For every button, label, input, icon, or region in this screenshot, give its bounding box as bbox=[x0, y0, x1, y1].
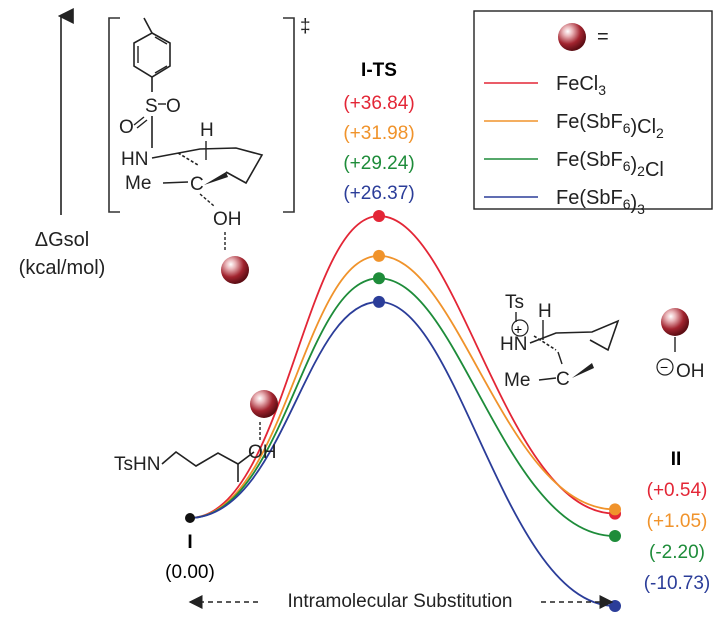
reactant-state-label: I bbox=[187, 532, 192, 553]
product-hydroxide: OH bbox=[676, 361, 705, 382]
x-axis-label: Intramolecular Substitution bbox=[288, 591, 513, 612]
energy-labels: I-TS (+36.84) (+31.98) (+29.24) (+26.37) II (+… bbox=[165, 60, 710, 594]
ts-oxygen-2: O bbox=[119, 117, 134, 138]
y-axis-label-line2: (kcal/mol) bbox=[19, 257, 106, 279]
product-point-3 bbox=[609, 530, 621, 543]
ts-energy-value-1: (+36.84) bbox=[343, 93, 414, 114]
y-axis-label-line1: ΔGsol bbox=[35, 229, 89, 251]
legend-label-1: FeCl3 bbox=[556, 73, 606, 98]
ts-dagger-symbol: ‡ bbox=[300, 16, 311, 37]
legend-label-3: Fe(SbF6)2Cl bbox=[556, 149, 664, 181]
product-methyl: Me bbox=[504, 370, 530, 391]
reactant-structure: TsHN OH bbox=[114, 390, 278, 482]
product-ts-group: Ts bbox=[505, 292, 524, 313]
ts-oxygen-1: O bbox=[166, 96, 181, 117]
product-energy-value-3: (-2.20) bbox=[649, 542, 705, 563]
ts-sulfur: S bbox=[145, 96, 158, 117]
legend-label-2: Fe(SbF6)Cl2 bbox=[556, 111, 664, 141]
ts-point-1 bbox=[373, 210, 385, 222]
reactant-point bbox=[185, 513, 195, 523]
product-state-label: II bbox=[671, 449, 682, 470]
ts-hn-group: HN bbox=[121, 149, 148, 170]
ts-methyl: Me bbox=[125, 173, 151, 194]
legend-equals-sign: = bbox=[597, 26, 609, 48]
ts-point-3 bbox=[373, 272, 385, 285]
ts-energy-value-2: (+31.98) bbox=[343, 123, 414, 144]
state-points bbox=[185, 210, 621, 612]
reactant-energy-value: (0.00) bbox=[165, 562, 215, 583]
product-plus-charge: + bbox=[514, 321, 522, 337]
product-structure: Ts + H HN Me C − OH bbox=[500, 292, 705, 391]
ts-point-2 bbox=[373, 249, 385, 262]
ts-carbon: C bbox=[190, 174, 204, 195]
ts-point-4 bbox=[373, 295, 385, 308]
product-minus-charge: − bbox=[660, 359, 668, 375]
legend-box bbox=[473, 10, 713, 210]
product-carbon: C bbox=[556, 369, 570, 390]
ts-structure: ‡ S O O HN H Me C OH bbox=[108, 16, 311, 284]
legend-label-4: Fe(SbF6)3 bbox=[556, 187, 645, 217]
product-hn-group: HN bbox=[500, 334, 527, 355]
ts-energy-value-4: (+26.37) bbox=[343, 183, 414, 204]
product-hydrogen: H bbox=[538, 301, 552, 322]
ts-state-label: I-TS bbox=[361, 60, 397, 81]
product-fe-ball bbox=[661, 308, 689, 336]
legend: = FeCl3 Fe(SbF6)Cl2 Fe(SbF6)2Cl Fe(SbF6)3 bbox=[473, 10, 713, 217]
product-energy-value-1: (+0.54) bbox=[647, 480, 708, 501]
ts-fe-ball bbox=[221, 256, 249, 284]
reactant-tshn: TsHN bbox=[114, 454, 160, 475]
legend-fe-ball bbox=[558, 23, 586, 51]
product-energy-value-2: (+1.05) bbox=[647, 511, 708, 532]
reactant-fe-ball bbox=[250, 390, 278, 418]
ts-hydroxyl: OH bbox=[213, 209, 242, 230]
product-point-2 bbox=[609, 503, 621, 516]
product-point-4 bbox=[609, 599, 621, 612]
product-energy-value-4: (-10.73) bbox=[644, 573, 711, 594]
ts-hydrogen: H bbox=[200, 120, 214, 141]
reactant-hydroxyl: OH bbox=[248, 442, 277, 463]
ts-energy-value-3: (+29.24) bbox=[343, 153, 414, 174]
